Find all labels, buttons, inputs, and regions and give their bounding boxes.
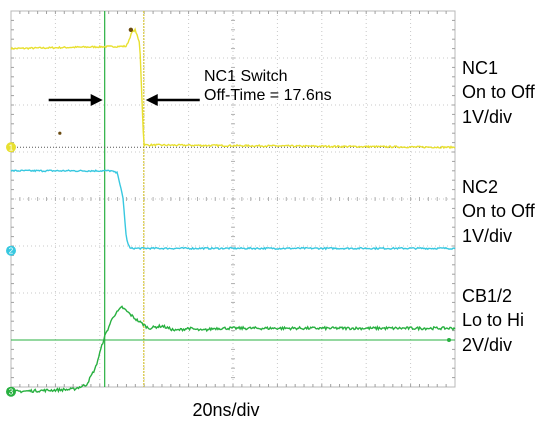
- x-axis-label: 20ns/div: [192, 400, 260, 420]
- annotation-line-2: Off-Time = 17.6ns: [204, 87, 332, 104]
- nc1-label-scale: 1V/div: [462, 107, 513, 127]
- channel-marker-label: 1: [9, 143, 14, 152]
- nc1-peak-marker: [128, 27, 134, 32]
- arrow-left-head: [145, 94, 158, 106]
- nc2-label-name: NC2: [462, 177, 499, 197]
- cb12-label-name: CB1/2: [462, 286, 513, 306]
- nc1-glitch-marker: [58, 131, 62, 135]
- trace-nc1: [10, 27, 456, 150]
- nc1-label-transition: On to Off: [462, 82, 535, 102]
- channel-marker-label: 3: [9, 388, 14, 397]
- arrow-right-head: [90, 94, 103, 106]
- cb12-label-scale: 2V/div: [462, 335, 513, 355]
- cb12-label-transition: Lo to Hi: [462, 310, 525, 330]
- nc2-label-transition: On to Off: [462, 201, 535, 221]
- channel-marker-1: [6, 142, 16, 153]
- annotation-line-1: NC1 Switch: [204, 68, 288, 85]
- channel-markers: 1 2 3: [6, 142, 451, 397]
- nc1-label-name: NC1: [462, 58, 499, 78]
- trigger-level-marker: [447, 338, 451, 342]
- nc2-label-scale: 1V/div: [462, 226, 513, 246]
- annotation-arrows: [48, 94, 200, 106]
- channel-marker-3: [6, 386, 16, 397]
- channel-marker-2: [6, 245, 16, 256]
- trace-cb12: [10, 305, 456, 394]
- trace-nc2: [10, 169, 456, 251]
- traces: [10, 27, 456, 394]
- graticule-ticks: [11, 11, 455, 387]
- channel-marker-label: 2: [9, 247, 14, 256]
